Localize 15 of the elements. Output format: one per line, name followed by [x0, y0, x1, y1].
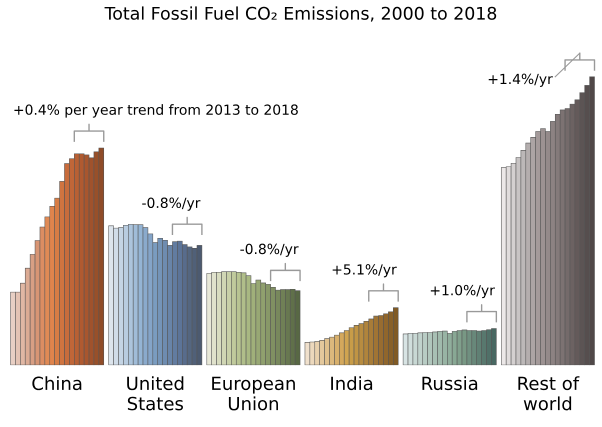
chart-title: Total Fossil Fuel CO₂ Emissions, 2000 to 2018 [104, 6, 496, 22]
x-tick-label: China [32, 376, 82, 390]
x-tick-label: United States [127, 376, 184, 410]
annotation: +1.4%/yr [488, 74, 553, 87]
annotation: +5.1%/yr [332, 264, 397, 278]
bar [10, 292, 16, 366]
x-tick-label: India [331, 376, 372, 390]
x-tick-label: Russia [422, 376, 478, 390]
x-tick-label: Rest of world [518, 376, 580, 410]
annotation: -0.8%/yr [240, 244, 299, 257]
bar [304, 342, 310, 366]
annotation: +1.0%/yr [430, 284, 495, 298]
annotation: -0.8%/yr [142, 198, 200, 211]
annotation: +0.4% per year trend from 2013 to 2018 [14, 104, 298, 118]
x-tick-label: European Union [212, 376, 295, 410]
